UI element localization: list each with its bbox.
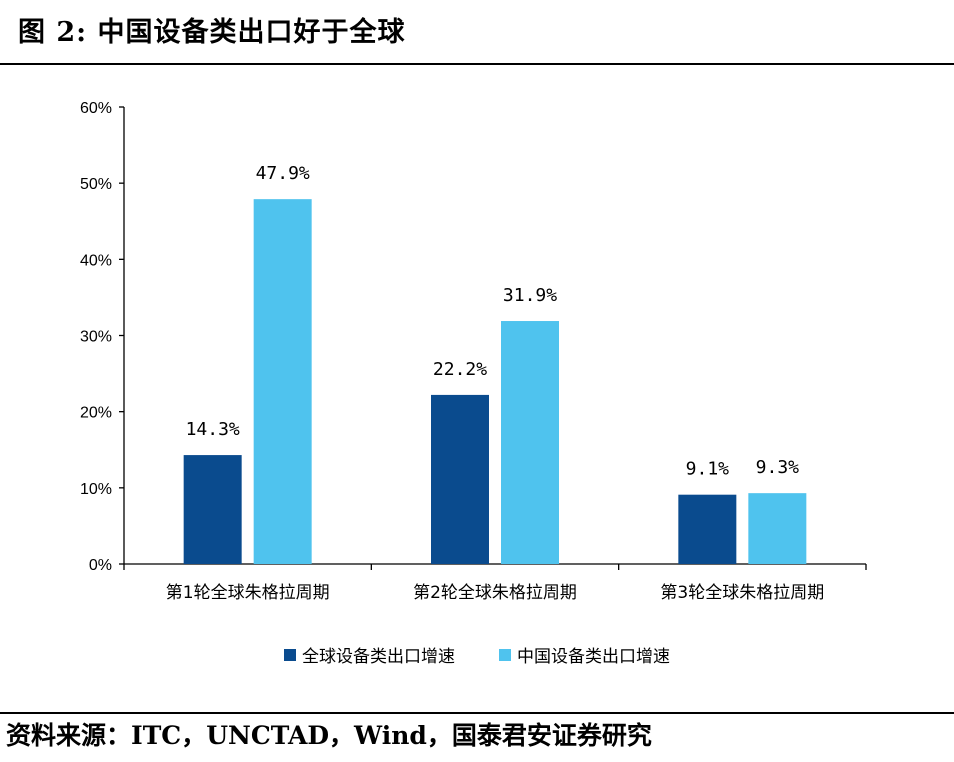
source-note: 资料来源：ITC，UNCTAD，Wind，国泰君安证券研究 — [6, 721, 652, 750]
bar-data-label: 22.2% — [433, 359, 487, 380]
y-tick-label: 50% — [80, 176, 112, 193]
x-tick-label: 第1轮全球朱格拉周期 — [166, 583, 330, 603]
bar — [253, 199, 312, 564]
bar-data-label: 31.9% — [503, 285, 557, 306]
y-tick-label: 0% — [89, 557, 112, 574]
bar — [748, 493, 807, 564]
legend-label-global: 全球设备类出口增速 — [302, 647, 455, 667]
bar — [431, 394, 489, 564]
bar-chart: 0% 10% 20% 30% 40% 50% 60% 14.3% 47.9% 第1轮全球朱格拉周期… — [80, 100, 867, 603]
bar — [678, 494, 737, 564]
bar — [183, 455, 242, 564]
legend-item-china: 中国设备类出口增速 — [499, 642, 670, 667]
bar-data-label: 47.9% — [256, 163, 310, 184]
x-tick-label: 第3轮全球朱格拉周期 — [660, 583, 824, 603]
legend-label-china: 中国设备类出口增速 — [517, 647, 670, 667]
bar-data-label: 9.3% — [756, 457, 800, 478]
y-tick-label: 10% — [80, 481, 112, 498]
legend-swatch-global — [284, 648, 296, 661]
y-tick-label: 30% — [80, 329, 112, 346]
bottom-rule — [0, 712, 954, 714]
y-tick-label: 20% — [80, 405, 112, 422]
bar-data-label: 14.3% — [186, 419, 240, 440]
figure-title: 图 2: 中国设备类出口好于全球 — [18, 17, 406, 48]
legend-swatch-china — [499, 648, 511, 661]
legend-item-global: 全球设备类出口增速 — [284, 642, 455, 667]
x-tick-label: 第2轮全球朱格拉周期 — [413, 583, 577, 603]
top-rule — [0, 63, 954, 65]
bar-data-label: 9.1% — [686, 459, 730, 480]
y-tick-label: 60% — [80, 100, 112, 117]
legend: 全球设备类出口增速 中国设备类出口增速 — [0, 642, 954, 667]
y-tick-label: 40% — [80, 252, 112, 269]
bar — [501, 321, 559, 564]
